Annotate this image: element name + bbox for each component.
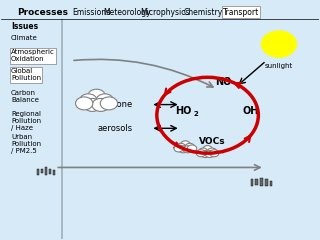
Circle shape <box>203 146 212 153</box>
Text: sunlight: sunlight <box>265 63 293 69</box>
Text: ozone: ozone <box>108 100 133 109</box>
Text: aerosols: aerosols <box>98 124 133 133</box>
FancyBboxPatch shape <box>270 181 272 186</box>
FancyBboxPatch shape <box>41 169 43 173</box>
Text: Transport: Transport <box>223 8 259 17</box>
FancyBboxPatch shape <box>52 170 55 174</box>
Circle shape <box>76 97 93 110</box>
Circle shape <box>96 94 114 107</box>
Text: Atmospheric
Oxidation: Atmospheric Oxidation <box>11 49 55 62</box>
Text: VOCs: VOCs <box>199 137 226 146</box>
Circle shape <box>201 150 210 157</box>
FancyBboxPatch shape <box>260 178 263 186</box>
FancyBboxPatch shape <box>265 179 268 186</box>
Circle shape <box>92 98 109 111</box>
Text: Meteorology: Meteorology <box>103 8 150 17</box>
Circle shape <box>188 145 197 152</box>
Text: Microphysics: Microphysics <box>140 8 189 17</box>
Text: Carbon
Balance: Carbon Balance <box>11 90 39 103</box>
Text: Issues: Issues <box>11 22 38 31</box>
Text: Processes: Processes <box>17 8 68 17</box>
Text: HO: HO <box>175 106 192 115</box>
Text: Global
Pollution: Global Pollution <box>11 68 41 81</box>
Text: Regional
Pollution
/ Haze: Regional Pollution / Haze <box>11 111 41 131</box>
Text: 2: 2 <box>193 111 198 117</box>
Circle shape <box>181 141 190 148</box>
Text: OH: OH <box>242 106 259 115</box>
Circle shape <box>261 31 296 57</box>
Text: Chemistry: Chemistry <box>183 8 222 17</box>
FancyBboxPatch shape <box>44 168 47 174</box>
Circle shape <box>80 94 97 107</box>
Circle shape <box>198 148 208 155</box>
Circle shape <box>179 146 188 153</box>
FancyBboxPatch shape <box>49 169 51 174</box>
Circle shape <box>196 150 205 157</box>
Circle shape <box>185 143 195 150</box>
Text: NO: NO <box>215 77 232 87</box>
Text: Emissions: Emissions <box>73 8 111 17</box>
FancyBboxPatch shape <box>251 179 253 186</box>
FancyBboxPatch shape <box>255 179 258 185</box>
FancyBboxPatch shape <box>37 169 39 174</box>
Circle shape <box>176 143 186 150</box>
Circle shape <box>183 146 192 153</box>
Text: Urban
Pollution
/ PM2.5: Urban Pollution / PM2.5 <box>11 134 41 154</box>
Circle shape <box>174 145 183 152</box>
Circle shape <box>100 97 117 110</box>
Circle shape <box>205 150 214 157</box>
Circle shape <box>207 148 217 155</box>
Circle shape <box>88 89 105 102</box>
Text: Climate: Climate <box>11 35 38 41</box>
Circle shape <box>210 150 219 157</box>
Circle shape <box>84 98 101 111</box>
